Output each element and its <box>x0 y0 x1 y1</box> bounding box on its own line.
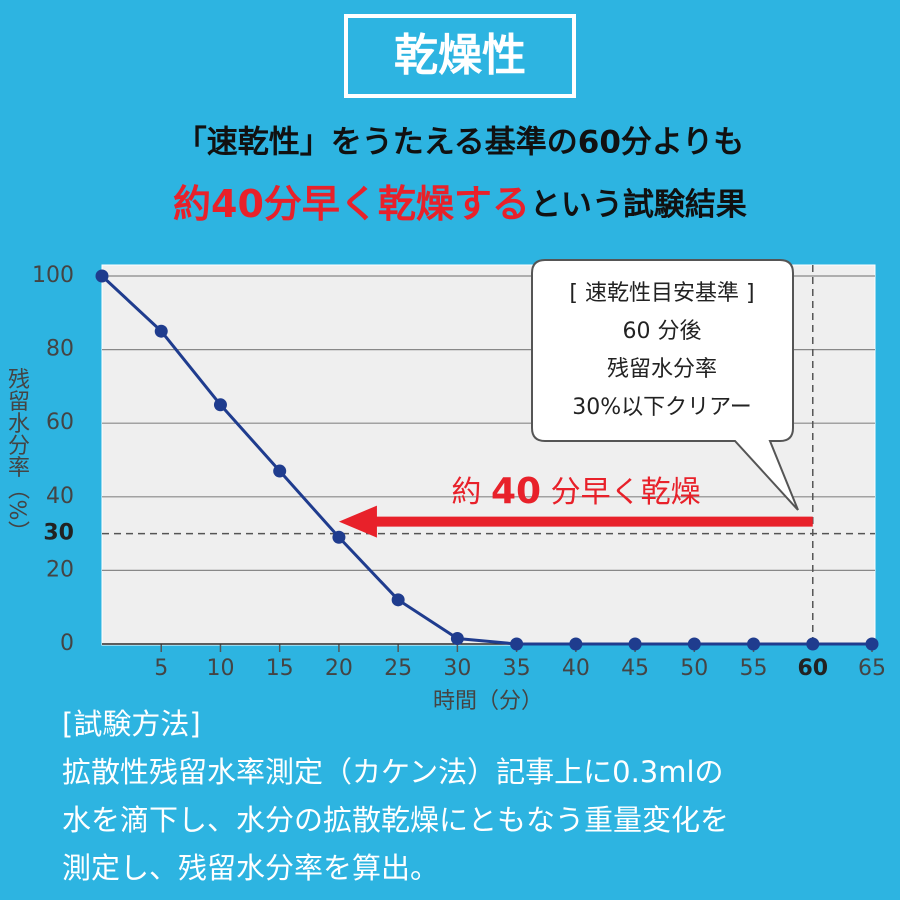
arrow-head <box>338 505 377 538</box>
y-tick-label: 20 <box>46 557 74 582</box>
callout-box <box>531 259 799 511</box>
arrow-label-part: 分早く乾燥 <box>541 475 701 510</box>
point <box>628 637 642 651</box>
arrow-label-part: 約 <box>451 475 491 510</box>
headline-red: 約40分早く乾燥する <box>173 182 530 226</box>
x-tick-label: 35 <box>503 656 531 681</box>
arrow-label: 約 40 分早く乾燥 <box>451 471 700 512</box>
x-tick-label: 20 <box>325 656 353 681</box>
y-axis-label: 残留水分率（%） <box>4 368 30 543</box>
headline-2: 約40分早く乾燥するという試験結果 <box>173 182 747 226</box>
y-tick-label: 40 <box>46 484 74 509</box>
point <box>510 637 524 651</box>
method-line: 拡散性残留水率測定（カケン法）記事上に0.3mlの <box>62 755 724 789</box>
x-tick-label: 45 <box>621 656 649 681</box>
y-tick-label: 80 <box>46 337 74 362</box>
point <box>332 530 346 544</box>
x-tick-label: 55 <box>740 656 768 681</box>
y-tick-label: 30 <box>43 521 74 546</box>
x-tick-label: 25 <box>384 656 412 681</box>
x-tick-label: 15 <box>266 656 294 681</box>
x-axis-label: 時間（分） <box>433 689 543 714</box>
callout-line: 60 分後 <box>623 319 702 344</box>
y-tick-label: 100 <box>32 263 74 288</box>
x-tick-label: 50 <box>680 656 708 681</box>
point <box>391 593 405 607</box>
x-tick-label: 40 <box>562 656 590 681</box>
point <box>213 398 227 412</box>
x-tick-label: 10 <box>206 656 234 681</box>
callout-line: [ 速乾性目安基準 ] <box>569 281 754 306</box>
x-tick-label: 5 <box>154 656 168 681</box>
arrow-label-part: 40 <box>491 471 541 512</box>
title: 乾燥性 <box>394 30 526 81</box>
title-box <box>344 14 576 98</box>
method-line: 測定し、残留水分率を算出。 <box>62 851 439 885</box>
method-line: 水を滴下し、水分の拡散乾燥にともなう重量変化を <box>62 803 729 837</box>
point <box>450 631 464 645</box>
marks <box>95 269 879 651</box>
point <box>95 269 109 283</box>
point <box>687 637 701 651</box>
series-line <box>100 274 872 646</box>
x-tick-label: 60 <box>797 656 828 681</box>
point <box>806 637 820 651</box>
x-tick-label: 65 <box>858 656 886 681</box>
point <box>865 637 879 651</box>
method: 拡散性残留水率測定（カケン法）記事上に0.3mlの水を滴下し、水分の拡散乾燥にと… <box>62 755 729 885</box>
callout-line: 30%以下クリアー <box>572 395 752 420</box>
point <box>747 637 761 651</box>
point <box>273 464 287 478</box>
callout-line: 残留水分率 <box>607 357 717 382</box>
x-tick-label: 30 <box>443 656 471 681</box>
y-tick-label: 0 <box>60 631 74 656</box>
point <box>154 324 168 338</box>
y-tick-label: 60 <box>46 410 74 435</box>
headline-black: という試験結果 <box>530 187 747 223</box>
point <box>569 637 583 651</box>
headline: 「速乾性」をうたえる基準の60分よりも <box>176 125 745 161</box>
method-heading: [試験方法] <box>62 707 201 741</box>
